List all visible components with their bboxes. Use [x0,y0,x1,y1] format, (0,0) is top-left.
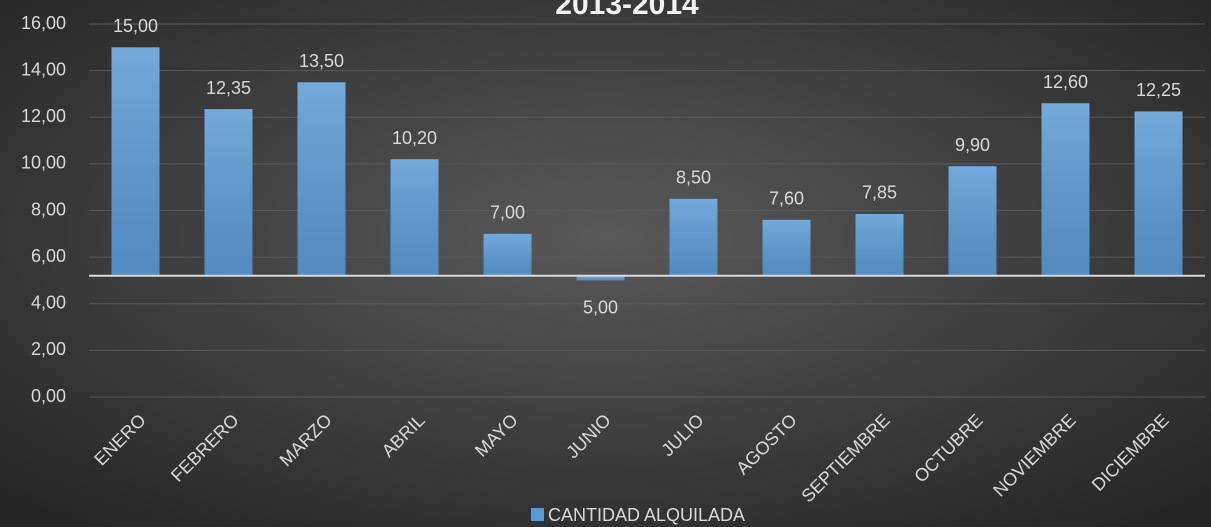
data-label: 12,25 [1136,80,1181,100]
y-tick-label: 0,00 [31,386,66,406]
data-label: 8,50 [676,168,711,188]
bar-shade [1134,111,1183,276]
chart-title: 2013-2014 [555,0,699,21]
data-label: 13,50 [299,51,344,71]
y-tick-label: 2,00 [31,339,66,359]
data-label: 12,35 [206,78,251,98]
legend-swatch [531,508,544,521]
data-label: 7,85 [862,183,897,203]
y-tick-label: 16,00 [21,13,66,33]
y-tick-label: 6,00 [31,246,66,266]
data-label: 10,20 [392,128,437,148]
legend-label: CANTIDAD ALQUILADA [548,505,745,525]
bar-shade [948,166,997,276]
data-label: 9,90 [955,135,990,155]
bar-shade [576,275,625,281]
bar-shade [390,159,439,276]
bar-shade [204,109,253,276]
bar-shade [669,198,718,276]
y-tick-label: 4,00 [31,293,66,313]
data-label: 7,00 [490,203,525,223]
bar-shade [483,233,532,276]
bar-shade [762,219,811,276]
bar-shade [855,213,904,276]
y-tick-label: 14,00 [21,59,66,79]
bar-shade [297,82,346,276]
data-label: 12,60 [1043,72,1088,92]
data-label: 15,00 [113,16,158,36]
data-label: 5,00 [583,298,618,318]
data-label: 7,60 [769,189,804,209]
y-tick-label: 8,00 [31,199,66,219]
y-tick-label: 10,00 [21,153,66,173]
bar-shade [1041,103,1090,276]
y-tick-label: 12,00 [21,106,66,126]
bar-shade [111,47,160,276]
